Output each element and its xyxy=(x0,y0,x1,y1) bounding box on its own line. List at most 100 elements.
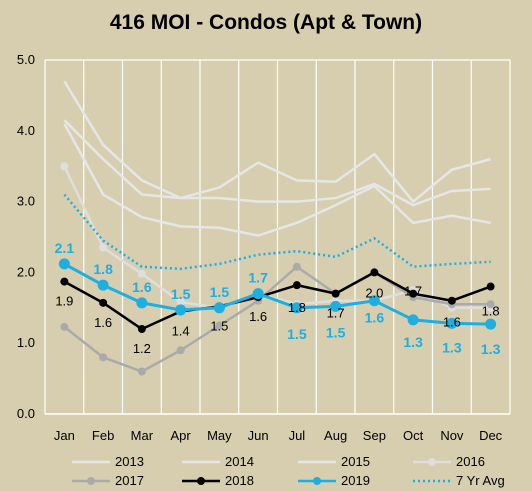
series-line xyxy=(63,265,491,373)
series-7-yr-avg xyxy=(63,193,491,271)
chart-title: 416 MOI - Condos (Apt & Town) xyxy=(110,11,422,34)
x-tick-label: May xyxy=(207,428,232,443)
data-label-2019: 1.7 xyxy=(248,270,268,286)
data-point xyxy=(58,258,70,270)
series-line xyxy=(63,271,492,331)
data-point xyxy=(409,289,418,298)
legend-label: 7 Yr Avg xyxy=(456,473,505,488)
legend-item: 2014 xyxy=(182,454,254,469)
series-line xyxy=(63,165,491,310)
legend-marker xyxy=(313,477,321,485)
data-point xyxy=(330,300,342,312)
data-point xyxy=(60,277,69,286)
series-layer xyxy=(58,80,497,376)
x-tick-label: Jun xyxy=(248,428,269,443)
legend: 2013 2014 2015 2016 2017 2018 2019 7 Yr Avg xyxy=(72,454,505,488)
data-point xyxy=(215,321,224,330)
data-point xyxy=(407,314,419,326)
data-label-2019: 2.1 xyxy=(55,240,75,256)
data-label-2018: 1.6 xyxy=(443,315,461,330)
x-tick-label: Mar xyxy=(131,428,154,443)
x-tick-label: Aug xyxy=(324,428,347,443)
data-point xyxy=(368,295,380,307)
data-label-2018: 1.6 xyxy=(94,315,112,330)
legend-label: 2015 xyxy=(341,454,370,469)
data-point xyxy=(175,304,187,316)
x-tick-label: Jan xyxy=(54,428,75,443)
legend-label: 2014 xyxy=(225,454,254,469)
data-label-2018: 1.2 xyxy=(133,341,151,356)
data-label-2019: 1.3 xyxy=(481,341,501,357)
x-tick-label: Feb xyxy=(92,428,114,443)
data-label-2018: 1.7 xyxy=(404,284,422,299)
data-point xyxy=(292,281,301,290)
data-point xyxy=(137,269,146,278)
data-point xyxy=(447,296,456,305)
data-point xyxy=(99,353,108,362)
data-point xyxy=(252,288,264,300)
legend-label: 2018 xyxy=(225,473,254,488)
legend-item: 2018 xyxy=(182,473,254,488)
data-label-2018: 1.7 xyxy=(327,306,345,321)
data-point xyxy=(292,262,301,271)
legend-item: 2017 xyxy=(72,473,144,488)
data-label-2019: 1.8 xyxy=(93,261,113,277)
grid xyxy=(44,59,511,414)
series-line xyxy=(63,193,491,271)
data-point xyxy=(485,318,497,330)
data-point xyxy=(486,282,495,291)
data-point xyxy=(60,322,69,331)
data-point xyxy=(331,289,340,298)
legend-label: 2017 xyxy=(115,473,144,488)
data-label-2019: 1.5 xyxy=(210,284,230,300)
data-label-2019: 1.5 xyxy=(287,326,307,342)
series-2014 xyxy=(63,119,491,207)
data-point xyxy=(97,279,109,291)
legend-label: 2013 xyxy=(115,454,144,469)
series-2018 xyxy=(60,268,495,334)
y-tick-label: 2.0 xyxy=(17,264,35,279)
y-tick-label: 4.0 xyxy=(17,123,35,138)
x-tick-label: Nov xyxy=(440,428,464,443)
legend-marker xyxy=(197,477,205,485)
legend-marker xyxy=(428,458,436,466)
series-2019 xyxy=(58,258,497,330)
data-point xyxy=(291,302,303,314)
legend-item: 2013 xyxy=(72,454,144,469)
legend-label: 2016 xyxy=(456,454,485,469)
legend-item: 7 Yr Avg xyxy=(413,473,505,488)
legend-label: 2019 xyxy=(341,473,370,488)
data-point xyxy=(486,300,495,309)
data-point xyxy=(136,297,148,309)
x-tick-label: Jul xyxy=(289,428,306,443)
legend-item: 2016 xyxy=(413,454,485,469)
data-point xyxy=(137,367,146,376)
y-tick-label: 5.0 xyxy=(17,52,35,67)
legend-item: 2019 xyxy=(298,473,370,488)
data-point xyxy=(176,298,185,307)
data-label-2018: 1.8 xyxy=(288,300,306,315)
series-line xyxy=(63,119,491,207)
series-line xyxy=(63,262,491,326)
data-label-2019: 1.5 xyxy=(326,324,346,340)
y-tick-label: 3.0 xyxy=(17,194,35,209)
data-point xyxy=(213,302,225,314)
data-label-2018: 1.4 xyxy=(172,323,190,338)
data-point xyxy=(446,317,458,329)
series-2013 xyxy=(63,80,491,203)
data-label-2019: 1.5 xyxy=(171,286,191,302)
y-tick-label: 0.0 xyxy=(17,406,35,421)
axes: 0.0 1.0 2.0 3.0 4.0 5.0 Jan Feb Mar Apr May Jun Jul A… xyxy=(17,52,510,443)
data-label-2018: 1.6 xyxy=(249,309,267,324)
data-label-2018: 1.8 xyxy=(482,304,500,319)
series-2015 xyxy=(63,123,491,237)
x-tick-label: Sep xyxy=(363,428,386,443)
legend-marker xyxy=(87,477,95,485)
data-point xyxy=(370,268,379,277)
series-line xyxy=(63,80,491,203)
data-point xyxy=(60,162,69,171)
x-tick-label: Apr xyxy=(171,428,192,443)
series-line xyxy=(63,123,491,237)
